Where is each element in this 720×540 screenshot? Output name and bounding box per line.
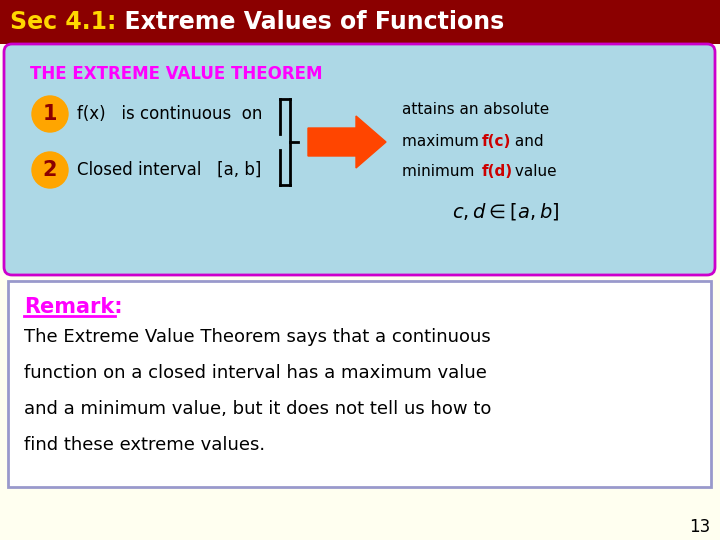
FancyBboxPatch shape <box>8 281 711 487</box>
Text: minimum: minimum <box>402 165 480 179</box>
Text: Sec 4.1:: Sec 4.1: <box>10 10 117 34</box>
Text: 2: 2 <box>42 160 58 180</box>
Text: f(x)   is continuous  on: f(x) is continuous on <box>77 105 262 123</box>
FancyBboxPatch shape <box>4 44 715 275</box>
Text: Closed interval   [a, b]: Closed interval [a, b] <box>77 161 261 179</box>
Text: function on a closed interval has a maximum value: function on a closed interval has a maxi… <box>24 364 487 382</box>
Text: Extreme Values of Functions: Extreme Values of Functions <box>108 10 504 34</box>
FancyBboxPatch shape <box>0 0 720 44</box>
Text: and a minimum value, but it does not tell us how to: and a minimum value, but it does not tel… <box>24 400 491 418</box>
Circle shape <box>32 152 68 188</box>
Text: $c, d \in [a,b]$: $c, d \in [a,b]$ <box>452 201 559 222</box>
Text: Remark:: Remark: <box>24 297 122 317</box>
Text: value: value <box>510 165 557 179</box>
Text: 13: 13 <box>689 518 711 536</box>
Text: f(d): f(d) <box>482 165 513 179</box>
Text: find these extreme values.: find these extreme values. <box>24 436 265 454</box>
Polygon shape <box>308 116 386 168</box>
Text: maximum: maximum <box>402 134 484 150</box>
Text: THE EXTREME VALUE THEOREM: THE EXTREME VALUE THEOREM <box>30 65 323 83</box>
Text: attains an absolute: attains an absolute <box>402 102 549 117</box>
Text: 1: 1 <box>42 104 58 124</box>
Circle shape <box>32 96 68 132</box>
Text: The Extreme Value Theorem says that a continuous: The Extreme Value Theorem says that a co… <box>24 328 491 346</box>
Text: and: and <box>510 134 544 150</box>
Text: f(c): f(c) <box>482 134 511 150</box>
